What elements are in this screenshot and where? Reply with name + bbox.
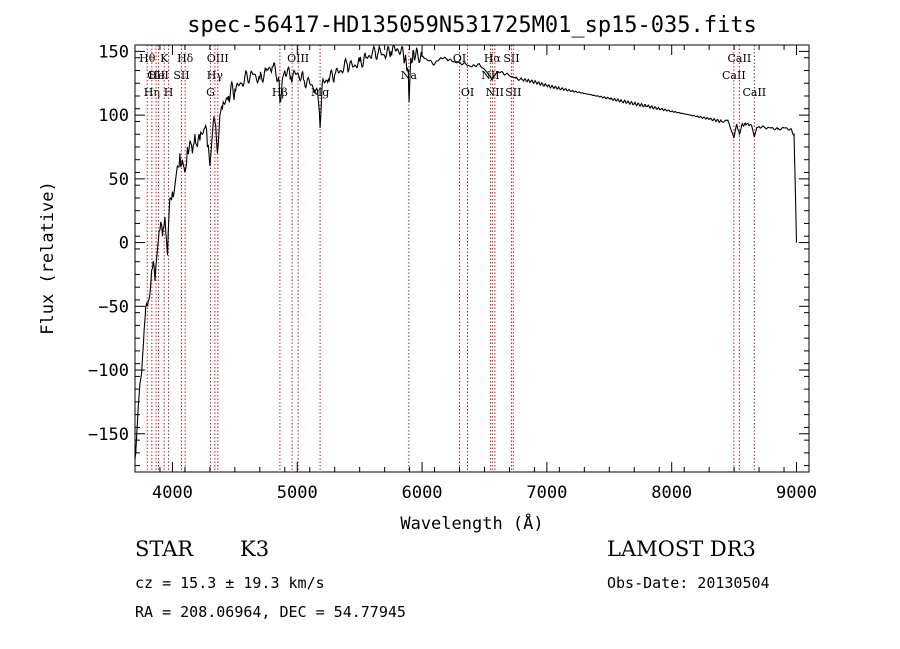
spectral-line-label: CaII <box>742 86 766 99</box>
obs-date: Obs-Date: 20130504 <box>607 574 770 592</box>
spectral-line-label: NII <box>486 86 504 99</box>
spectral-line-label: Hα <box>484 52 502 65</box>
spectral-line-label: OI <box>453 52 466 65</box>
spectral-line-label: K <box>160 52 169 65</box>
y-tick-label: 100 <box>98 106 129 126</box>
y-tick-label: 50 <box>109 170 129 190</box>
x-tick-label: 4000 <box>152 483 193 503</box>
object-type: STAR <box>135 537 194 561</box>
spectral-line-label: Hθ <box>139 52 156 65</box>
spectral-line-label: SII <box>505 86 521 99</box>
flux-series-line <box>134 44 798 460</box>
spectral-line-label: OIII <box>287 52 309 65</box>
redshift-text: cz = 15.3 ± 19.3 km/s <box>135 574 325 592</box>
spectral-line-label: G <box>206 86 215 99</box>
spectral-line-label: HeI <box>148 69 168 82</box>
spectral-line-markers: HθHηOIIHeIKHSIIHδGHγOIIIHβOIIIMgNaOIOINI… <box>139 45 766 472</box>
spectral-line-label: Hη <box>144 86 160 99</box>
spectral-line-label: CaII <box>728 52 752 65</box>
x-tick-label: 8000 <box>651 483 692 503</box>
plot-frame <box>134 44 810 473</box>
y-axis-label: Flux (relative) <box>38 181 58 335</box>
axis-ticks: 4000 5000 6000 7000 8000 9000 −150 −100 −50 0 50 10… <box>88 42 817 503</box>
y-tick-label: 0 <box>119 234 129 254</box>
x-tick-label: 6000 <box>402 483 443 503</box>
y-tick-label: −150 <box>88 425 129 445</box>
spectral-line-label: Na <box>401 69 418 82</box>
spectral-line-label: Mg <box>311 86 329 99</box>
survey-name: LAMOST DR3 <box>607 537 756 561</box>
y-tick-label: −50 <box>98 297 129 317</box>
spectral-line-label: OIII <box>207 52 229 65</box>
spectral-line-label: OI <box>461 86 474 99</box>
spectral-line-label: SII <box>173 69 189 82</box>
spectral-line-label: Hγ <box>207 69 224 82</box>
y-tick-label: 150 <box>98 42 129 62</box>
x-tick-label: 5000 <box>277 483 318 503</box>
x-axis-label: Wavelength (Å) <box>400 512 543 534</box>
chart-title: spec-56417-HD135059N531725M01_sp15-035.f… <box>187 13 757 38</box>
y-tick-label: −100 <box>88 361 129 381</box>
x-tick-label: 9000 <box>776 483 817 503</box>
spectral-line-label: SII <box>503 52 519 65</box>
spectral-line-label: Hδ <box>177 52 194 65</box>
spectral-line-label: CaII <box>722 69 746 82</box>
x-tick-label: 7000 <box>526 483 567 503</box>
coordinates-text: RA = 208.06964, DEC = 54.77945 <box>135 603 406 621</box>
spectral-line-label: OII <box>147 69 165 82</box>
spectral-line-label: H <box>164 86 174 99</box>
spectral-subclass: K3 <box>240 537 270 561</box>
